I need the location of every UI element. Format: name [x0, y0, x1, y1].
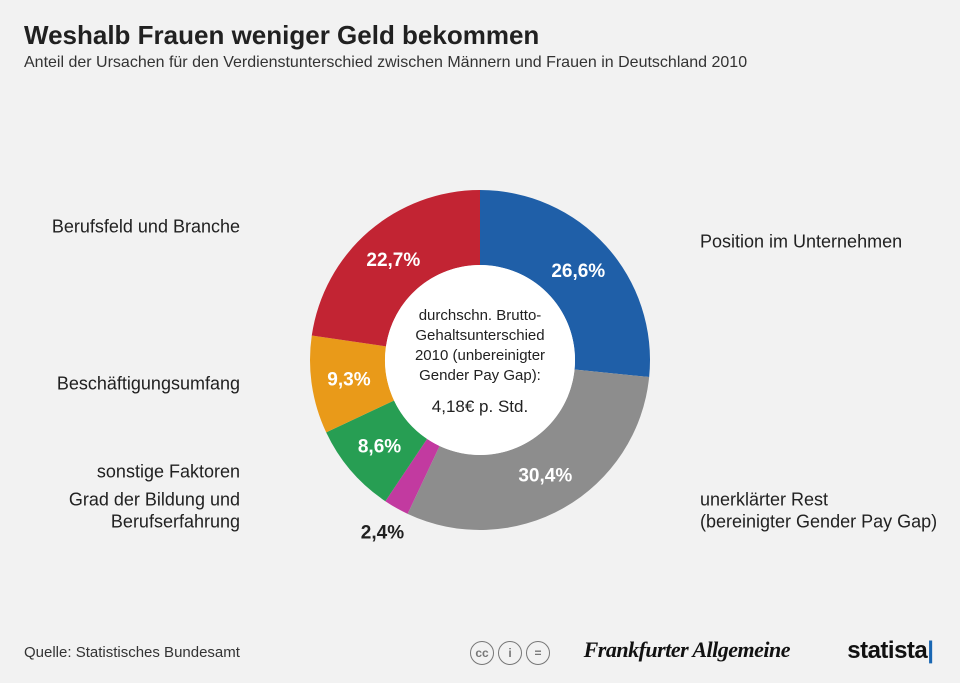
faz-logo: Frankfurter Allgemeine	[584, 637, 790, 663]
cc-icon: cc	[470, 641, 494, 665]
center-text-line: Gehaltsunterschied	[415, 327, 544, 344]
page-title: Weshalb Frauen weniger Geld bekommen	[24, 20, 539, 51]
slice-callout: Position im Unternehmen	[700, 231, 902, 251]
slice-pct-label: 2,4%	[361, 522, 404, 543]
slice-callout: Berufsfeld und Branche	[52, 216, 240, 236]
slice-pct-label: 26,6%	[551, 261, 605, 282]
slice-pct-label: 22,7%	[366, 250, 420, 271]
donut-chart: 26,6% Position im Unternehmen 30,4% unerklä…	[0, 80, 960, 600]
statista-logo: statista|	[847, 637, 932, 665]
by-icon: i	[498, 641, 522, 665]
slice-pct-label: 9,3%	[327, 369, 370, 390]
cc-license-icons: cc i =	[470, 641, 550, 665]
slice-callout: (bereinigter Gender Pay Gap)	[700, 511, 937, 531]
center-text-line: 2010 (unbereinigter	[415, 347, 545, 364]
center-text-line: durchschn. Brutto-	[419, 307, 542, 324]
slice-callout: unerklärter Rest	[700, 489, 828, 509]
slice-callout: Grad der Bildung und	[69, 489, 240, 509]
slice-callout: Berufserfahrung	[111, 511, 240, 531]
slice-callout: sonstige Faktoren	[97, 461, 240, 481]
slice-pct-label: 8,6%	[358, 436, 401, 457]
nd-icon: =	[526, 641, 550, 665]
slice-callout: Beschäftigungsumfang	[57, 374, 240, 394]
center-value: 4,18€ p. Std.	[432, 397, 528, 416]
center-text-line: Gender Pay Gap):	[419, 367, 541, 384]
slice-pct-label: 30,4%	[518, 465, 572, 486]
source-line: Quelle: Statistisches Bundesamt	[24, 644, 240, 661]
page-subtitle: Anteil der Ursachen für den Verdienstunt…	[24, 54, 747, 72]
